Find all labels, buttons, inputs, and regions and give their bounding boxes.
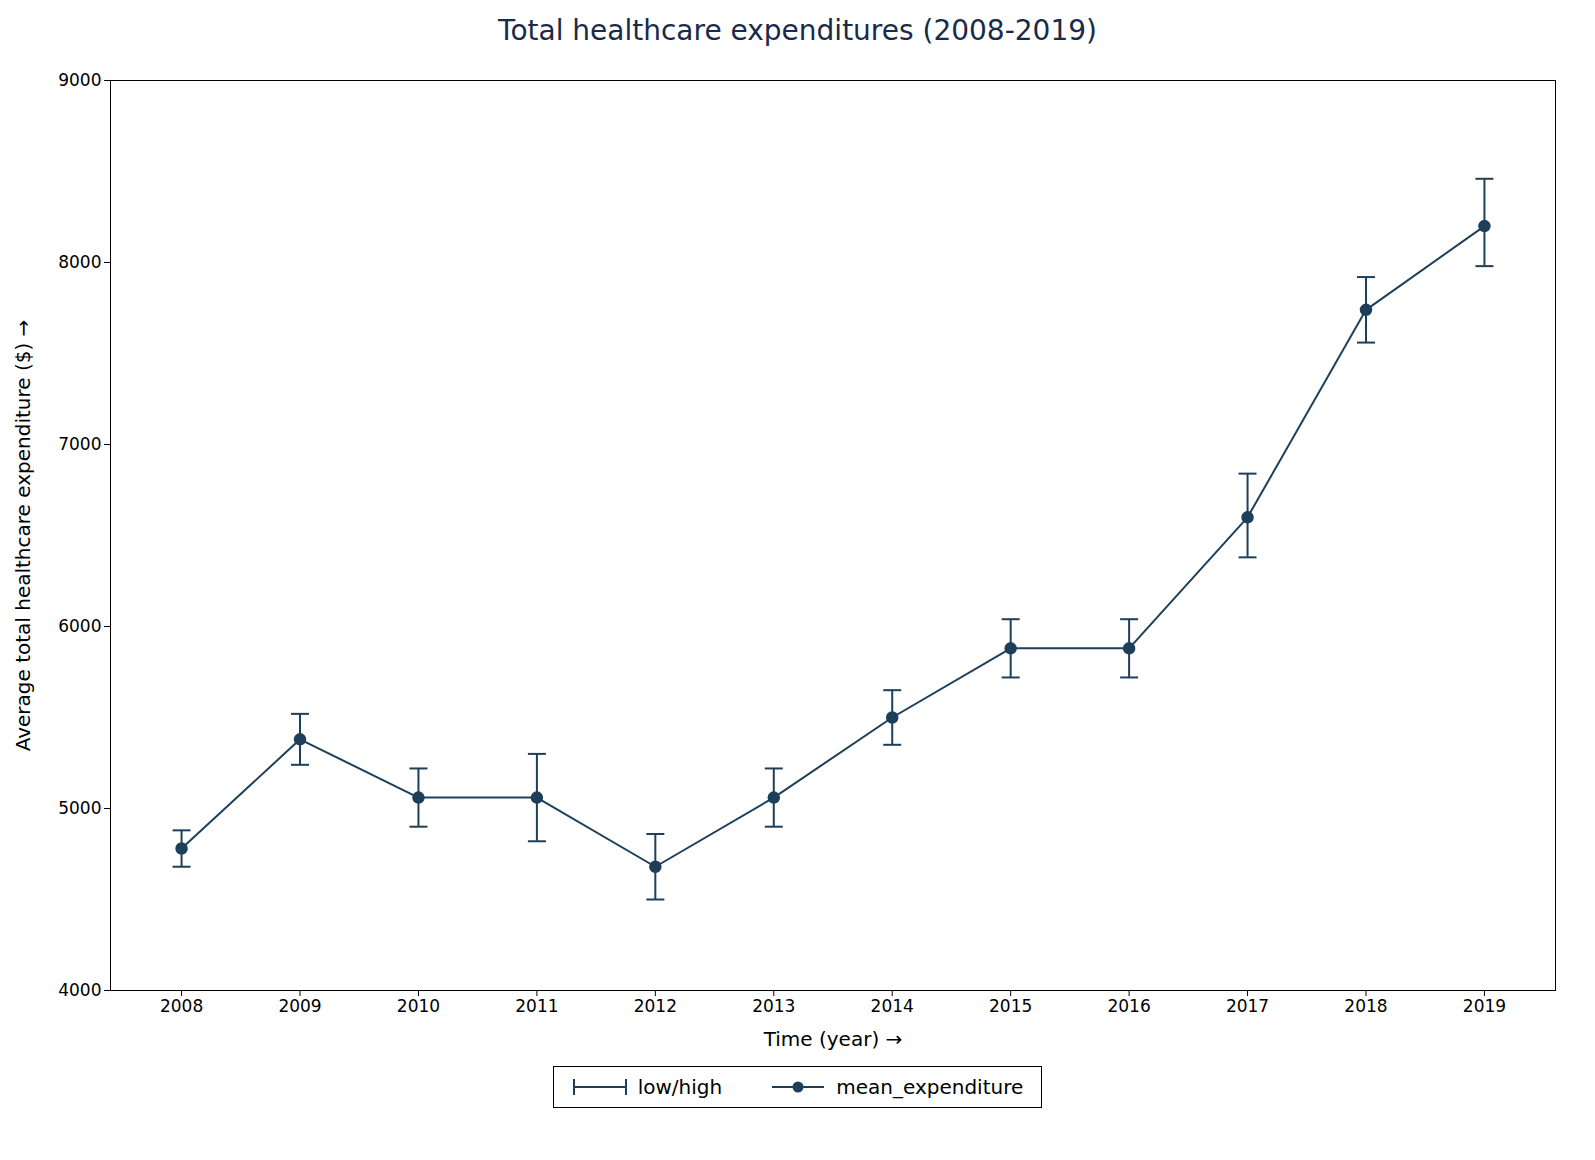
svg-text:2008: 2008 xyxy=(160,996,203,1016)
svg-text:2016: 2016 xyxy=(1107,996,1150,1016)
svg-text:2012: 2012 xyxy=(634,996,677,1016)
svg-text:7000: 7000 xyxy=(58,434,101,454)
svg-text:2013: 2013 xyxy=(752,996,795,1016)
svg-text:2010: 2010 xyxy=(397,996,440,1016)
html-text:Total healthcare expenditures: Total healthcare expenditures (2008-2019… xyxy=(498,14,1097,47)
svg-text:2014: 2014 xyxy=(871,996,914,1016)
svg-text:9000: 9000 xyxy=(58,70,101,90)
svg-text:2018: 2018 xyxy=(1344,996,1387,1016)
svg-text:Time (year) →: Time (year) → xyxy=(763,1027,903,1051)
svg-text:2019: 2019 xyxy=(1463,996,1506,1016)
svg-text:4000: 4000 xyxy=(58,980,101,1000)
svg-text:2009: 2009 xyxy=(278,996,321,1016)
html-text:mean_expenditure: mean_expenditure xyxy=(836,1075,1024,1099)
svg-text:5000: 5000 xyxy=(58,798,101,818)
html-text:low/high: low/high xyxy=(637,1075,723,1099)
svg-text:2017: 2017 xyxy=(1226,996,1269,1016)
svg-text:2015: 2015 xyxy=(989,996,1032,1016)
svg-text:6000: 6000 xyxy=(58,616,101,636)
svg-text:8000: 8000 xyxy=(58,252,101,272)
svg-text:Average total healthcare expen: Average total healthcare expenditure ($)… xyxy=(11,320,35,752)
svg-text:2011: 2011 xyxy=(515,996,558,1016)
